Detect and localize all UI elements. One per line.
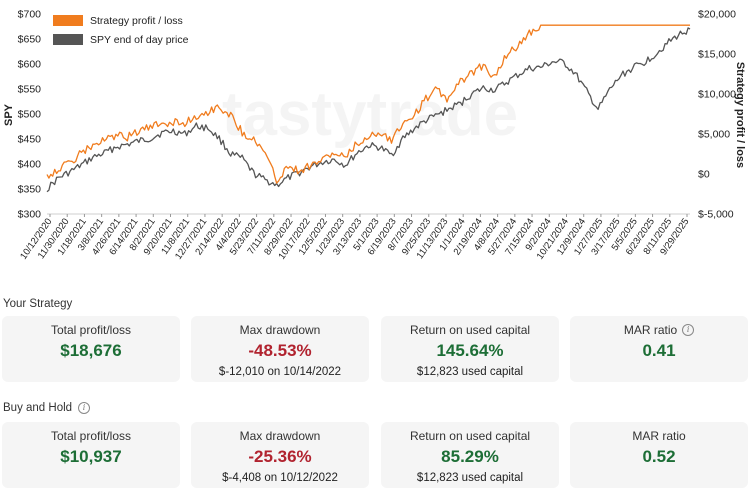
x-axis: 10/12/202011/30/20201/18/20213/8/20214/2… xyxy=(18,214,691,262)
strategy-mar-card: MAR ratio i 0.41 xyxy=(570,316,748,382)
card-sub: $12,823 used capital xyxy=(416,366,524,378)
bh-mar-card: MAR ratio 0.52 xyxy=(570,422,748,488)
y-left-tick-label: $600 xyxy=(18,59,42,71)
card-value: -25.36% xyxy=(248,447,312,466)
y-right-tick-label: $10,000 xyxy=(698,89,736,101)
y-axis-right: $-5,000 $0 $5,000 $10,000 $15,000 $20,000 xyxy=(698,9,736,221)
card-value: 0.41 xyxy=(642,341,676,360)
y-axis-left-label: SPY xyxy=(3,103,15,126)
card-sub: $-12,010 on 10/14/2022 xyxy=(218,366,342,378)
y-right-tick-label: $-5,000 xyxy=(698,209,734,221)
strategy-total-pl-card: Total profit/loss $18,676 xyxy=(2,316,180,382)
card-value: -48.53% xyxy=(248,341,312,360)
y-right-tick-label: $5,000 xyxy=(698,129,730,141)
legend-swatch xyxy=(53,15,83,26)
y-axis-right-label: Strategy profit / loss xyxy=(734,62,746,168)
card-label-row: MAR ratio i xyxy=(570,323,748,337)
chart-legend: Strategy profit / loss SPY end of day pri… xyxy=(53,15,189,46)
card-label: Max drawdown xyxy=(239,429,321,443)
y-right-tick-label: $20,000 xyxy=(698,9,736,21)
y-left-tick-label: $550 xyxy=(18,84,42,96)
legend-swatch xyxy=(53,34,83,45)
card-label: Return on used capital xyxy=(409,323,531,337)
watermark: tastytrade xyxy=(222,80,518,149)
spy-price-line xyxy=(46,27,691,193)
your-strategy-title: Your Strategy xyxy=(3,298,73,310)
y-right-tick-label: $15,000 xyxy=(698,49,736,61)
card-label: Return on used capital xyxy=(409,429,531,443)
y-right-tick-label: $0 xyxy=(698,169,710,181)
card-label: Total profit/loss xyxy=(50,323,132,337)
y-left-tick-label: $450 xyxy=(18,134,42,146)
y-left-tick-label: $400 xyxy=(18,159,42,171)
bh-return-card: Return on used capital 85.29% $12,823 us… xyxy=(381,422,559,488)
y-left-tick-label: $650 xyxy=(18,34,42,46)
y-left-tick-label: $350 xyxy=(18,184,42,196)
card-value: 0.52 xyxy=(642,447,676,466)
y-left-tick-label: $300 xyxy=(18,209,42,221)
legend-entry-label: Strategy profit / loss xyxy=(90,15,183,27)
bh-total-pl-card: Total profit/loss $10,937 xyxy=(2,422,180,488)
card-sub: $-4,408 on 10/12/2022 xyxy=(222,472,338,484)
info-icon[interactable]: i xyxy=(682,324,695,336)
card-value: 85.29% xyxy=(441,447,499,466)
y-left-tick-label: $500 xyxy=(18,109,42,121)
y-axis-left: $300 $350 $400 $450 $500 $550 $600 $650 $700 xyxy=(18,9,42,221)
bh-max-drawdown-card: Max drawdown -25.36% $-4,408 on 10/12/20… xyxy=(191,422,369,488)
performance-chart: tastytrade $300$350$400$450$500$550$600$… xyxy=(3,9,746,262)
card-label: Total profit/loss xyxy=(50,429,132,443)
strategy-max-drawdown-card: Max drawdown -48.53% $-12,010 on 10/14/2… xyxy=(191,316,369,382)
y-left-tick-label: $700 xyxy=(18,9,42,21)
strategy-pl-line xyxy=(46,24,690,184)
card-value: $18,676 xyxy=(60,341,122,360)
legend-entry-label: SPY end of day price xyxy=(90,34,189,46)
buy-and-hold-title: Buy and Hold i xyxy=(3,402,91,414)
strategy-return-card: Return on used capital 145.64% $12,823 u… xyxy=(381,316,559,382)
card-sub: $12,823 used capital xyxy=(416,472,524,484)
card-value: $10,937 xyxy=(60,447,122,466)
series-lines xyxy=(46,24,691,193)
card-label: MAR ratio xyxy=(632,429,686,443)
info-icon[interactable]: i xyxy=(78,402,91,414)
card-label: Max drawdown xyxy=(239,323,321,337)
card-value: 145.64% xyxy=(436,341,504,360)
